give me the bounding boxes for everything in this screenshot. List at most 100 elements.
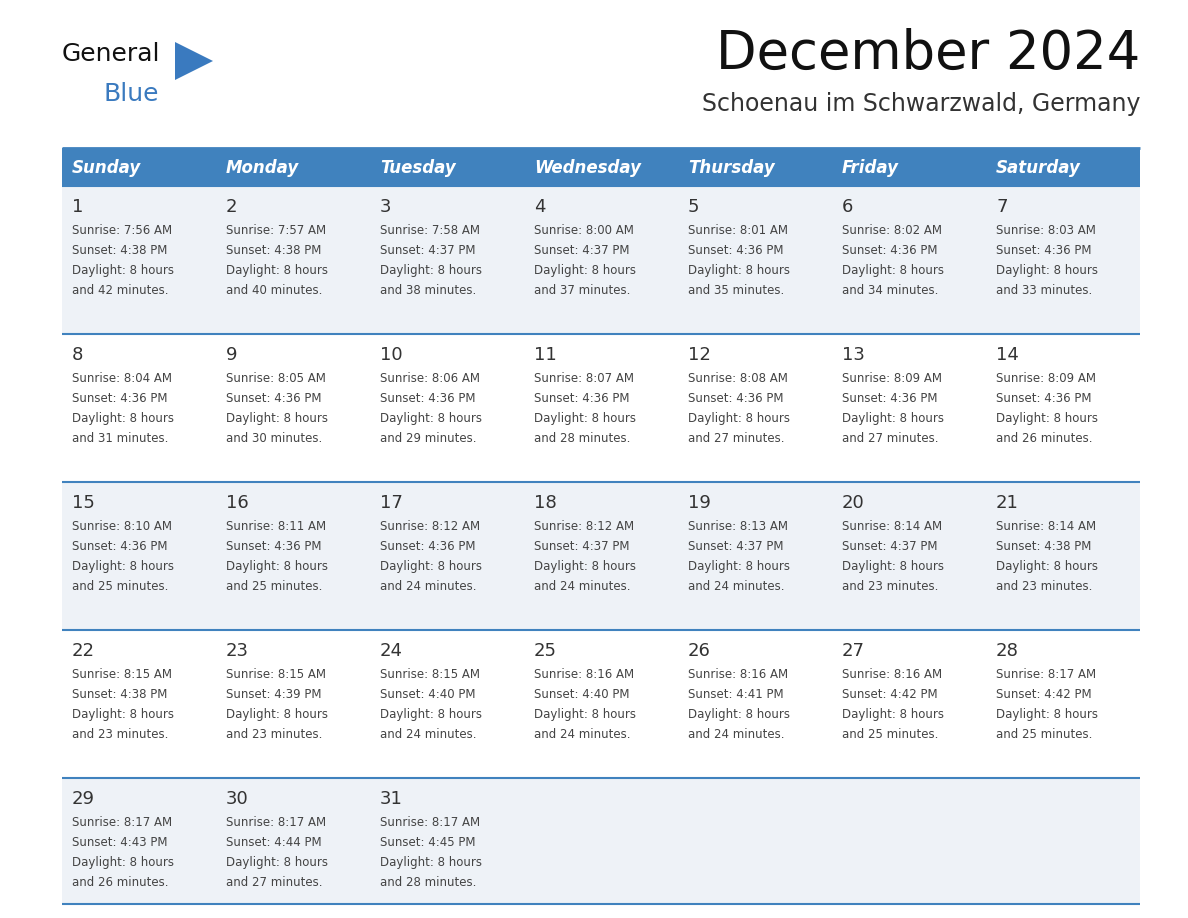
Text: Sunrise: 8:05 AM: Sunrise: 8:05 AM	[226, 372, 326, 385]
Text: Daylight: 8 hours: Daylight: 8 hours	[688, 264, 790, 277]
Text: Sunset: 4:37 PM: Sunset: 4:37 PM	[688, 540, 784, 553]
Text: 14: 14	[996, 346, 1019, 364]
Text: Daylight: 8 hours: Daylight: 8 hours	[842, 412, 944, 425]
Text: Sunrise: 8:03 AM: Sunrise: 8:03 AM	[996, 224, 1095, 237]
Text: 4: 4	[533, 198, 545, 216]
Text: Daylight: 8 hours: Daylight: 8 hours	[533, 264, 636, 277]
Text: Daylight: 8 hours: Daylight: 8 hours	[842, 560, 944, 573]
Text: Daylight: 8 hours: Daylight: 8 hours	[72, 708, 173, 721]
Text: Sunset: 4:36 PM: Sunset: 4:36 PM	[996, 244, 1092, 257]
Text: and 24 minutes.: and 24 minutes.	[380, 728, 476, 741]
Text: Sunrise: 8:15 AM: Sunrise: 8:15 AM	[72, 668, 172, 681]
Text: and 27 minutes.: and 27 minutes.	[226, 876, 322, 889]
Text: Sunset: 4:42 PM: Sunset: 4:42 PM	[842, 688, 937, 701]
Text: 16: 16	[226, 494, 248, 512]
Text: 9: 9	[226, 346, 238, 364]
Text: Sunset: 4:36 PM: Sunset: 4:36 PM	[380, 540, 475, 553]
Text: and 27 minutes.: and 27 minutes.	[688, 432, 784, 445]
Text: and 27 minutes.: and 27 minutes.	[842, 432, 939, 445]
Text: Sunrise: 8:16 AM: Sunrise: 8:16 AM	[842, 668, 942, 681]
Text: Sunset: 4:38 PM: Sunset: 4:38 PM	[72, 244, 168, 257]
Text: Sunset: 4:36 PM: Sunset: 4:36 PM	[842, 392, 937, 405]
Text: 23: 23	[226, 642, 249, 660]
Text: Blue: Blue	[105, 82, 159, 106]
Text: Daylight: 8 hours: Daylight: 8 hours	[380, 560, 482, 573]
Text: Daylight: 8 hours: Daylight: 8 hours	[533, 412, 636, 425]
Text: December 2024: December 2024	[715, 28, 1140, 80]
Text: Sunrise: 8:08 AM: Sunrise: 8:08 AM	[688, 372, 788, 385]
Text: and 26 minutes.: and 26 minutes.	[996, 432, 1093, 445]
Text: 10: 10	[380, 346, 403, 364]
Text: Thursday: Thursday	[688, 159, 775, 177]
Text: Daylight: 8 hours: Daylight: 8 hours	[226, 412, 328, 425]
Text: Sunrise: 8:09 AM: Sunrise: 8:09 AM	[996, 372, 1097, 385]
Text: Sunrise: 7:57 AM: Sunrise: 7:57 AM	[226, 224, 327, 237]
Text: Saturday: Saturday	[996, 159, 1081, 177]
Text: Sunset: 4:37 PM: Sunset: 4:37 PM	[533, 244, 630, 257]
Text: 3: 3	[380, 198, 392, 216]
Text: and 23 minutes.: and 23 minutes.	[226, 728, 322, 741]
Text: Daylight: 8 hours: Daylight: 8 hours	[842, 708, 944, 721]
Text: Daylight: 8 hours: Daylight: 8 hours	[226, 264, 328, 277]
Text: 22: 22	[72, 642, 95, 660]
Text: and 25 minutes.: and 25 minutes.	[842, 728, 939, 741]
Text: Sunset: 4:38 PM: Sunset: 4:38 PM	[226, 244, 322, 257]
Text: and 30 minutes.: and 30 minutes.	[226, 432, 322, 445]
Text: 6: 6	[842, 198, 853, 216]
Text: and 24 minutes.: and 24 minutes.	[688, 580, 784, 593]
Text: Sunset: 4:38 PM: Sunset: 4:38 PM	[72, 688, 168, 701]
Text: Sunrise: 8:11 AM: Sunrise: 8:11 AM	[226, 520, 327, 533]
Text: and 25 minutes.: and 25 minutes.	[226, 580, 322, 593]
Text: 29: 29	[72, 790, 95, 808]
Text: Sunset: 4:37 PM: Sunset: 4:37 PM	[533, 540, 630, 553]
Text: and 35 minutes.: and 35 minutes.	[688, 284, 784, 297]
Text: Sunset: 4:36 PM: Sunset: 4:36 PM	[72, 392, 168, 405]
Text: 1: 1	[72, 198, 83, 216]
Text: 2: 2	[226, 198, 238, 216]
Text: 21: 21	[996, 494, 1019, 512]
Text: 5: 5	[688, 198, 700, 216]
Text: Sunset: 4:36 PM: Sunset: 4:36 PM	[688, 392, 784, 405]
Text: Daylight: 8 hours: Daylight: 8 hours	[533, 708, 636, 721]
Text: Sunrise: 8:12 AM: Sunrise: 8:12 AM	[380, 520, 480, 533]
Text: General: General	[62, 42, 160, 66]
Text: Sunset: 4:45 PM: Sunset: 4:45 PM	[380, 836, 475, 849]
Text: Daylight: 8 hours: Daylight: 8 hours	[380, 708, 482, 721]
Text: 24: 24	[380, 642, 403, 660]
Text: Sunrise: 8:17 AM: Sunrise: 8:17 AM	[380, 816, 480, 829]
Polygon shape	[175, 42, 213, 80]
Text: Friday: Friday	[842, 159, 899, 177]
Text: Sunrise: 8:00 AM: Sunrise: 8:00 AM	[533, 224, 634, 237]
Text: 8: 8	[72, 346, 83, 364]
Text: 18: 18	[533, 494, 557, 512]
Text: 25: 25	[533, 642, 557, 660]
Text: Daylight: 8 hours: Daylight: 8 hours	[688, 412, 790, 425]
Text: and 40 minutes.: and 40 minutes.	[226, 284, 322, 297]
Text: Daylight: 8 hours: Daylight: 8 hours	[380, 264, 482, 277]
Bar	[62, 482, 1140, 630]
Text: Sunrise: 8:17 AM: Sunrise: 8:17 AM	[996, 668, 1097, 681]
Text: 27: 27	[842, 642, 865, 660]
Text: and 28 minutes.: and 28 minutes.	[533, 432, 631, 445]
Text: and 23 minutes.: and 23 minutes.	[72, 728, 169, 741]
Text: Daylight: 8 hours: Daylight: 8 hours	[226, 560, 328, 573]
Text: Sunrise: 8:12 AM: Sunrise: 8:12 AM	[533, 520, 634, 533]
Text: and 31 minutes.: and 31 minutes.	[72, 432, 169, 445]
Text: Sunrise: 8:17 AM: Sunrise: 8:17 AM	[72, 816, 172, 829]
Text: Schoenau im Schwarzwald, Germany: Schoenau im Schwarzwald, Germany	[701, 92, 1140, 116]
Text: 28: 28	[996, 642, 1019, 660]
Text: Sunrise: 8:10 AM: Sunrise: 8:10 AM	[72, 520, 172, 533]
Text: 19: 19	[688, 494, 710, 512]
Text: Daylight: 8 hours: Daylight: 8 hours	[380, 856, 482, 869]
Text: Sunset: 4:36 PM: Sunset: 4:36 PM	[996, 392, 1092, 405]
Text: Sunset: 4:37 PM: Sunset: 4:37 PM	[380, 244, 475, 257]
Text: and 23 minutes.: and 23 minutes.	[996, 580, 1093, 593]
Text: 26: 26	[688, 642, 710, 660]
Text: 17: 17	[380, 494, 403, 512]
Text: Sunrise: 8:14 AM: Sunrise: 8:14 AM	[842, 520, 942, 533]
Text: Sunset: 4:44 PM: Sunset: 4:44 PM	[226, 836, 322, 849]
Text: Sunset: 4:37 PM: Sunset: 4:37 PM	[842, 540, 937, 553]
Text: and 29 minutes.: and 29 minutes.	[380, 432, 476, 445]
Text: and 26 minutes.: and 26 minutes.	[72, 876, 169, 889]
Text: Sunrise: 8:15 AM: Sunrise: 8:15 AM	[380, 668, 480, 681]
